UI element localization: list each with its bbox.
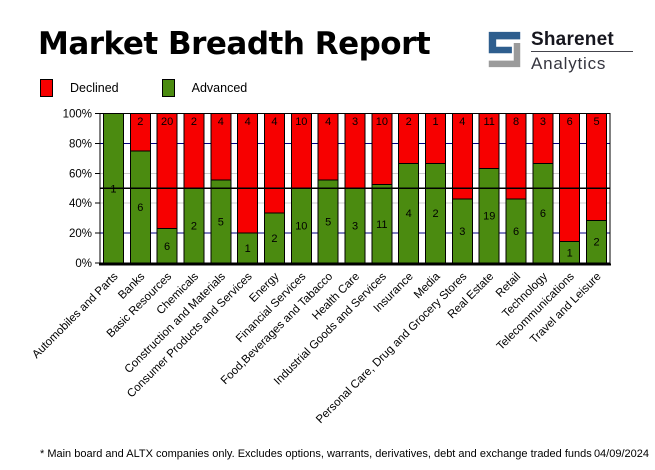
declined-count-label: 10 xyxy=(376,116,388,128)
declined-count-label: 20 xyxy=(161,116,173,128)
page-title: Market Breadth Report xyxy=(38,26,431,62)
sharenet-s-logo-icon xyxy=(488,31,521,68)
declined-count-label: 4 xyxy=(325,116,331,128)
bar-declined-segment xyxy=(559,113,581,243)
declined-count-label: 3 xyxy=(352,116,358,128)
declined-count-label: 4 xyxy=(245,116,251,128)
bar-declined-segment xyxy=(237,113,259,234)
footnote: * Main board and ALTX companies only. Ex… xyxy=(40,448,592,460)
advanced-count-label: 11 xyxy=(376,219,387,231)
advanced-count-label: 2 xyxy=(432,208,438,220)
advanced-count-label: 3 xyxy=(459,226,465,238)
advanced-count-label: 2 xyxy=(191,221,197,233)
x-axis-label: Automobiles and Parts xyxy=(30,270,120,360)
plot-border xyxy=(99,113,611,264)
advanced-count-label: 6 xyxy=(164,241,170,253)
declined-count-label: 1 xyxy=(432,116,438,128)
declined-count-label: 4 xyxy=(459,116,465,128)
y-axis-label: 80% xyxy=(69,138,92,150)
legend-item-advanced: Advanced xyxy=(161,79,248,97)
y-axis-label: 0% xyxy=(75,258,92,270)
declined-count-label: 2 xyxy=(406,116,412,128)
advanced-count-label: 5 xyxy=(218,216,224,228)
declined-color-swatch xyxy=(40,79,53,97)
declined-count-label: 4 xyxy=(271,116,277,128)
advanced-count-label: 3 xyxy=(352,221,358,233)
logo-gray-shape xyxy=(488,43,521,68)
y-axis-label: 100% xyxy=(63,109,92,121)
advanced-count-label: 1 xyxy=(245,243,251,255)
advanced-count-label: 19 xyxy=(483,211,495,223)
advanced-count-label: 2 xyxy=(271,233,277,245)
report-date: 04/09/2024 xyxy=(593,448,649,460)
declined-count-label: 8 xyxy=(513,116,519,128)
sharenet-analytics-logo: Sharenet Analytics xyxy=(486,29,633,73)
logo-text: Sharenet Analytics xyxy=(531,29,633,73)
logo-divider xyxy=(531,51,633,52)
declined-count-label: 6 xyxy=(567,116,573,128)
declined-count-label: 2 xyxy=(137,116,143,128)
advanced-count-label: 1 xyxy=(567,247,573,259)
bar-declined-segment xyxy=(586,113,608,221)
declined-count-label: 10 xyxy=(295,116,307,128)
y-axis-label: 60% xyxy=(69,168,92,180)
y-axis-label: 20% xyxy=(69,228,92,240)
advanced-count-label: 5 xyxy=(325,216,331,228)
legend-label: Advanced xyxy=(191,81,248,95)
advanced-count-label: 6 xyxy=(513,226,519,238)
declined-count-label: 11 xyxy=(483,116,494,128)
legend-label: Declined xyxy=(70,81,119,95)
chart-legend: Declined Advanced xyxy=(40,79,247,97)
declined-count-label: 3 xyxy=(540,116,546,128)
logo-brand-name: Sharenet xyxy=(531,29,614,50)
advanced-count-label: 10 xyxy=(295,221,307,233)
declined-count-label: 4 xyxy=(218,116,224,128)
logo-sub-name: Analytics xyxy=(531,54,607,73)
advanced-count-label: 2 xyxy=(594,237,600,249)
y-axis-label: 40% xyxy=(69,198,92,210)
declined-count-label: 5 xyxy=(594,116,600,128)
bar-declined-segment xyxy=(156,113,178,229)
logo-blue-shape xyxy=(488,31,521,54)
declined-count-label: 2 xyxy=(191,116,197,128)
advanced-count-label: 1 xyxy=(110,183,116,195)
advanced-count-label: 6 xyxy=(137,202,143,214)
advanced-count-label: 4 xyxy=(406,208,412,220)
bar-declined-segment xyxy=(264,113,285,214)
advanced-color-swatch xyxy=(161,79,175,97)
legend-item-declined: Declined xyxy=(40,79,119,97)
advanced-count-label: 6 xyxy=(540,208,546,220)
